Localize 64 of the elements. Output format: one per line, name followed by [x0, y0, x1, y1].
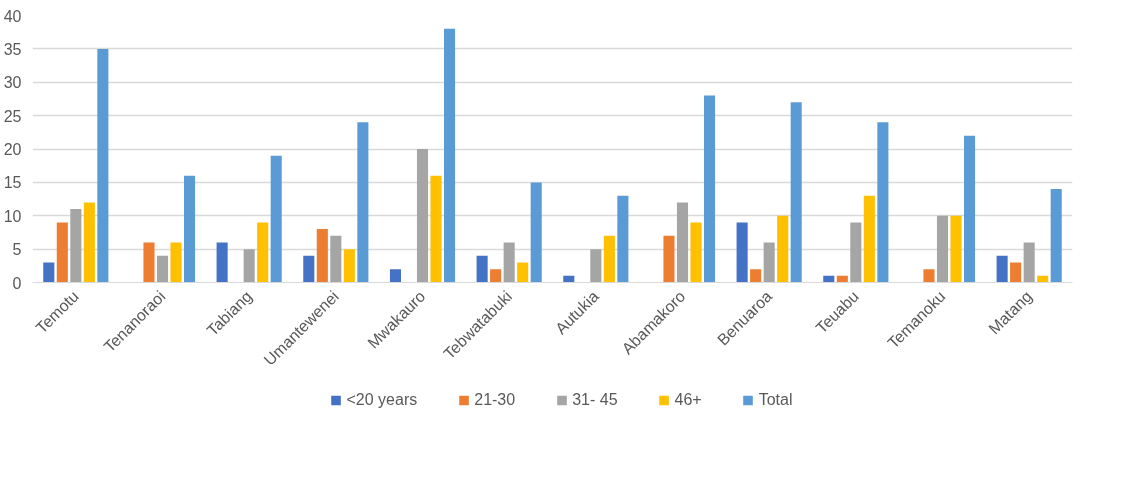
bar [964, 135, 976, 283]
bar [56, 222, 68, 283]
bar [243, 249, 255, 283]
y-tick-label: 25 [3, 107, 22, 125]
bar [503, 242, 515, 283]
legend-label: 21-30 [474, 390, 516, 409]
bar [490, 269, 502, 283]
bar [750, 269, 762, 283]
bar [316, 229, 328, 283]
y-tick-label: 40 [3, 7, 22, 25]
bar [216, 242, 228, 283]
bar [736, 222, 748, 283]
bar [530, 182, 542, 283]
bar [603, 235, 615, 283]
bar [444, 28, 456, 283]
bar [83, 202, 95, 283]
bar [430, 175, 442, 283]
bar [257, 222, 269, 283]
bar [763, 242, 775, 283]
y-tick-label: 5 [12, 241, 22, 259]
bar [476, 255, 488, 283]
bar [863, 195, 875, 283]
legend-label: Total [758, 390, 793, 409]
bar [143, 242, 155, 283]
bar [663, 235, 675, 283]
bar [704, 95, 716, 283]
y-tick-label: 30 [3, 74, 22, 92]
y-tick-label: 15 [3, 174, 22, 192]
bar [996, 255, 1008, 283]
legend-label: 31- 45 [572, 390, 618, 409]
bar [790, 102, 802, 283]
bar [43, 262, 55, 283]
bar [170, 242, 182, 283]
bar [936, 215, 949, 283]
bar [70, 209, 82, 283]
y-tick-label: 35 [3, 40, 22, 58]
bar [270, 155, 282, 283]
y-tick-label: 0 [12, 274, 22, 292]
legend-label: 46+ [674, 390, 702, 409]
bar [156, 255, 169, 283]
bar [97, 48, 109, 283]
bar [923, 269, 935, 283]
bar [1023, 242, 1035, 283]
bar [1010, 262, 1022, 283]
bar [1050, 189, 1062, 283]
bar [777, 215, 789, 283]
bar [950, 215, 962, 283]
bar [850, 222, 862, 283]
y-tick-label: 20 [3, 141, 22, 158]
bar [357, 122, 369, 283]
bar [343, 249, 355, 283]
bar [416, 149, 429, 283]
bar [389, 269, 401, 283]
bar [690, 222, 702, 283]
bar [676, 202, 689, 283]
bar [303, 255, 315, 283]
bar [184, 175, 196, 283]
legend-label: <20 years [346, 390, 418, 409]
bar [517, 262, 529, 283]
bar [330, 235, 342, 283]
bar [877, 122, 889, 283]
y-tick-label: 10 [3, 207, 22, 225]
bar [590, 249, 602, 283]
bar [617, 195, 629, 283]
